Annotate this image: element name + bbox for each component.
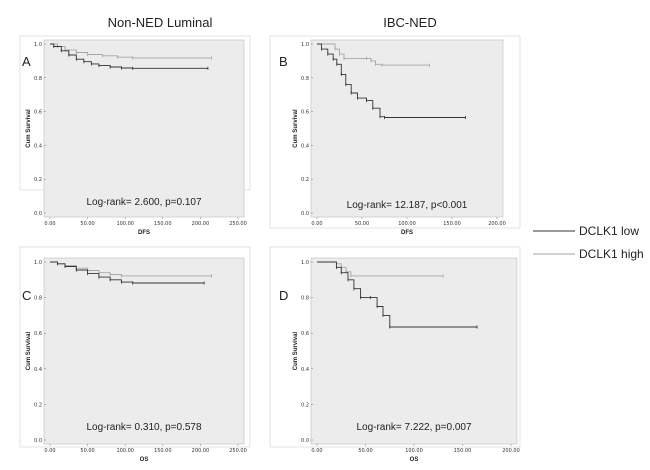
- y-tick-label: 1.0: [34, 42, 42, 48]
- y-tick-label: 0.6: [301, 331, 309, 337]
- survival-curve-low: [317, 43, 466, 118]
- y-axis-label: Cum Survival: [26, 109, 32, 148]
- y-tick-label: 1.0: [301, 42, 309, 48]
- y-tick-label: 1.0: [301, 260, 309, 266]
- survival-curve-low: [50, 261, 205, 284]
- panel-letter: C: [22, 288, 31, 303]
- column-title-left: Non-NED Luminal: [108, 15, 213, 30]
- y-tick-label: 0.0: [301, 438, 309, 444]
- x-tick-label: 100.00: [116, 221, 134, 227]
- x-tick-label: 0.00: [44, 221, 55, 227]
- y-tick-label: 0.2: [34, 402, 42, 408]
- y-tick-label: 0.4: [301, 143, 309, 149]
- logrank-annotation: Log-rank= 0.310, p=0.578: [86, 422, 202, 433]
- y-tick-label: 0.0: [301, 211, 309, 217]
- y-tick-label: 0.4: [34, 367, 42, 373]
- y-axis-label: Cum Survival: [26, 332, 32, 371]
- x-tick-label: 0.00: [311, 448, 322, 454]
- panel-b: B 0.0 0.2 0.4 0.6 0.8 1.0 0.00 50.00 100.00 150.00…: [269, 35, 521, 236]
- y-tick-label: 0.8: [34, 76, 42, 82]
- y-tick-label: 1.0: [34, 260, 42, 266]
- plot-area: [310, 39, 504, 218]
- x-axis-label: DFS: [401, 230, 413, 236]
- column-title-right: IBC-NED: [383, 15, 436, 30]
- x-tick-label: 250.00: [229, 448, 247, 454]
- x-tick-label: 50.00: [80, 221, 94, 227]
- panels: A 0.0 0.2 0.4 0.6 0.8 1.0 0.00 50.00 100.00 150.00…: [19, 35, 521, 463]
- x-axis-label: DFS: [138, 230, 150, 236]
- x-tick-label: 200.00: [192, 448, 210, 454]
- x-tick-label: 200.00: [502, 448, 520, 454]
- y-axis-label: Cum Survival: [293, 109, 299, 148]
- y-tick-label: 0.6: [34, 331, 42, 337]
- x-tick-label: 100.00: [116, 448, 134, 454]
- x-tick-label: 150.00: [443, 221, 461, 227]
- y-tick-label: 0.0: [34, 211, 42, 217]
- x-tick-label: 50.00: [355, 221, 369, 227]
- x-tick-label: 50.00: [80, 448, 94, 454]
- plot-area: [310, 257, 518, 445]
- panel-letter: A: [22, 54, 31, 69]
- y-tick-label: 0.2: [34, 177, 42, 183]
- y-tick-label: 0.2: [301, 177, 309, 183]
- y-tick-label: 0.8: [301, 76, 309, 82]
- legend: DCLK1 low DCLK1 high: [533, 224, 644, 261]
- y-tick-label: 0.0: [34, 438, 42, 444]
- x-tick-label: 50.00: [358, 448, 372, 454]
- x-tick-label: 200.00: [192, 221, 210, 227]
- x-tick-label: 0.00: [311, 221, 322, 227]
- legend-label-high: DCLK1 high: [579, 247, 644, 261]
- y-tick-label: 0.4: [34, 143, 42, 149]
- x-tick-label: 0.00: [44, 448, 55, 454]
- panel-c: C 0.0 0.2 0.4 0.6 0.8 1.0 0.00 50.00 100.00 150.00…: [19, 246, 251, 463]
- x-axis-label: OS: [410, 457, 419, 463]
- y-tick-label: 0.6: [34, 110, 42, 116]
- logrank-annotation: Log-rank= 7.222, p=0.007: [356, 422, 472, 433]
- x-tick-label: 100.00: [398, 221, 416, 227]
- y-tick-label: 0.8: [34, 296, 42, 302]
- x-tick-label: 100.00: [405, 448, 423, 454]
- y-tick-label: 0.4: [301, 367, 309, 373]
- plot-area: [43, 257, 245, 445]
- x-tick-label: 150.00: [154, 221, 172, 227]
- panel-a: A 0.0 0.2 0.4 0.6 0.8 1.0 0.00 50.00 100.00 150.00…: [19, 35, 251, 236]
- y-tick-label: 0.8: [301, 296, 309, 302]
- legend-label-low: DCLK1 low: [579, 224, 639, 238]
- y-axis-label: Cum Survival: [293, 332, 299, 371]
- panel-d: D 0.0 0.2 0.4 0.6 0.8 1.0 0.00 50.00 100.00 150.00…: [269, 246, 521, 463]
- logrank-annotation: Log-rank= 2.600, p=0.107: [86, 197, 202, 208]
- y-tick-label: 0.2: [301, 402, 309, 408]
- y-tick-label: 0.6: [301, 110, 309, 116]
- logrank-annotation: Log-rank= 12.187, p<0.001: [347, 200, 468, 211]
- x-axis-label: OS: [140, 457, 149, 463]
- panel-letter: B: [279, 54, 288, 69]
- panel-letter: D: [279, 288, 288, 303]
- x-tick-label: 150.00: [154, 448, 172, 454]
- x-tick-label: 200.00: [488, 221, 506, 227]
- x-tick-label: 150.00: [454, 448, 472, 454]
- plot-area: [43, 39, 245, 218]
- x-tick-label: 250.00: [229, 221, 247, 227]
